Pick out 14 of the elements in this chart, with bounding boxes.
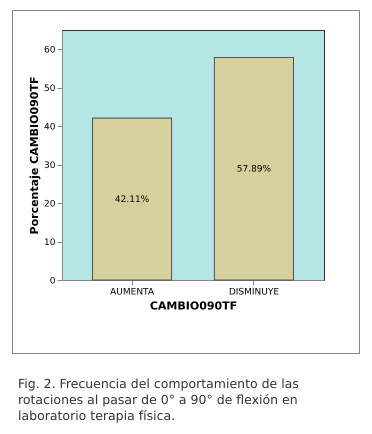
- y-tick-label: 50: [44, 84, 56, 94]
- y-tick-label: 60: [44, 46, 56, 56]
- x-axis-title: CAMBIO090TF: [150, 300, 238, 312]
- x-tick-label: DISMINUYE: [228, 288, 280, 298]
- y-tick-label: 0: [50, 276, 56, 286]
- y-axis-title: Porcentaje CAMBIO090TF: [28, 76, 42, 234]
- caption: Fig. 2. Frecuencia del comportamiento de las rotaciones al pasar de 0° a 90° de flexión en laboratorio terapia física.: [18, 376, 300, 424]
- data-label: 42.11%: [114, 195, 150, 206]
- y-tick-label: 30: [44, 161, 56, 172]
- y-tick-label: 20: [44, 200, 56, 210]
- data-label: 57.89%: [236, 164, 272, 175]
- x-tick-label: AUMENTA: [110, 288, 155, 298]
- y-tick-label: 10: [44, 238, 56, 248]
- y-tick-label: 40: [44, 122, 56, 133]
